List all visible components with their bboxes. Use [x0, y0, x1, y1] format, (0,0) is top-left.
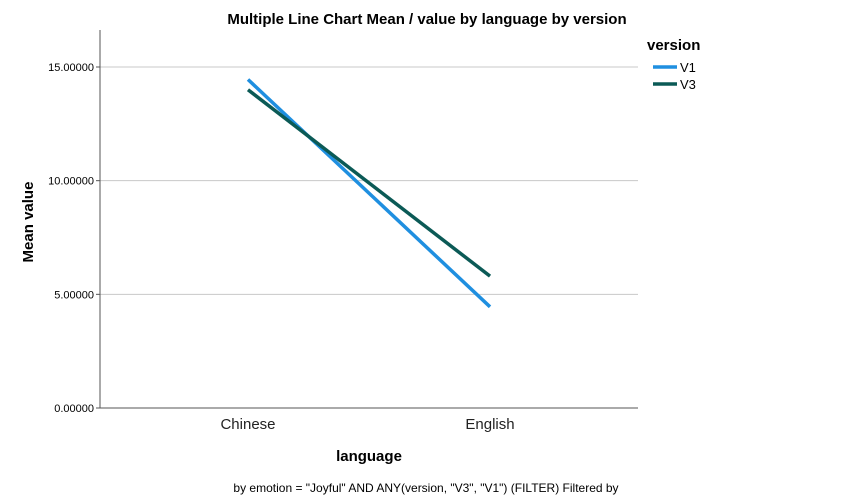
- series-line-v3: [246, 88, 492, 278]
- x-axis-title: language: [336, 448, 402, 465]
- series-line-v1: [246, 78, 492, 309]
- chart-title: Multiple Line Chart Mean / value by lang…: [227, 11, 626, 28]
- y-tick-label: 0.00000: [54, 403, 94, 415]
- legend-label: V1: [680, 60, 696, 75]
- legend-label: V3: [680, 77, 696, 92]
- legend: version V1 V3: [647, 37, 700, 92]
- y-axis-ticks: 0.00000 5.00000 10.00000 15.00000: [48, 62, 100, 415]
- y-axis-title: Mean value: [20, 182, 37, 263]
- y-tick-label: 10.00000: [48, 176, 94, 188]
- y-tick-label: 15.00000: [48, 62, 94, 74]
- chart-footnote: by emotion = "Joyful" AND ANY(version, "…: [233, 481, 618, 495]
- legend-title: version: [647, 37, 700, 54]
- gridlines: [100, 66, 638, 295]
- x-axis-ticks: Chinese English: [220, 416, 514, 433]
- series-lines: [246, 78, 492, 309]
- y-tick-label: 5.00000: [54, 289, 94, 301]
- x-tick-label: English: [465, 416, 514, 433]
- x-tick-label: Chinese: [220, 416, 275, 433]
